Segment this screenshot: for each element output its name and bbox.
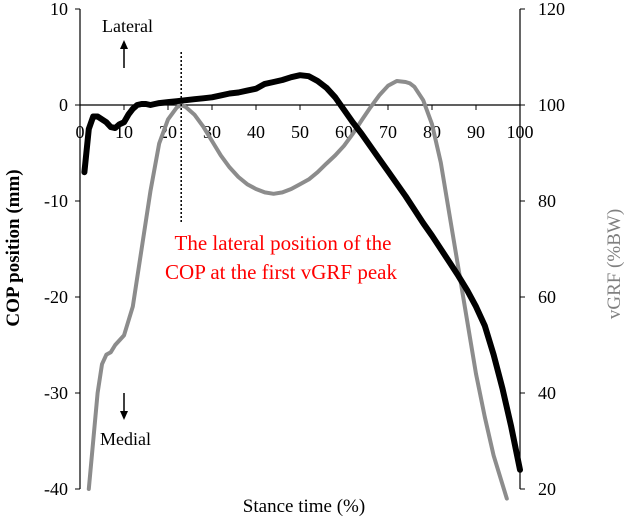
x-tick-label: 40 bbox=[247, 122, 265, 142]
x-tick-label: 0 bbox=[76, 122, 85, 142]
x-tick-label: 50 bbox=[291, 122, 309, 142]
lateral-arrow-head bbox=[120, 40, 128, 49]
right-tick-label: 40 bbox=[538, 383, 556, 403]
medial-arrow-head bbox=[120, 411, 128, 420]
y-axis-label-right: vGRF (%BW) bbox=[604, 209, 625, 319]
right-tick-label: 20 bbox=[538, 479, 556, 499]
left-tick-label: -20 bbox=[44, 287, 68, 307]
cop-series-line bbox=[81, 72, 523, 473]
x-tick-label: 100 bbox=[507, 122, 534, 142]
right-tick-label: 60 bbox=[538, 287, 556, 307]
left-tick-label: 0 bbox=[59, 95, 68, 115]
y-axis-label-left: COP position (mm) bbox=[3, 169, 24, 326]
series-layer bbox=[81, 72, 523, 501]
lateral-label: Lateral bbox=[102, 16, 153, 36]
annotation-line-2: COP at the first vGRF peak bbox=[165, 260, 397, 284]
left-tick-label: 10 bbox=[50, 0, 68, 19]
left-tick-label: -40 bbox=[44, 479, 68, 499]
vgrf-series-line bbox=[86, 79, 509, 501]
medial-label: Medial bbox=[100, 429, 151, 449]
right-tick-label: 80 bbox=[538, 191, 556, 211]
x-tick-label: 90 bbox=[467, 122, 485, 142]
left-tick-label: -30 bbox=[44, 383, 68, 403]
x-axis-label: Stance time (%) bbox=[243, 496, 365, 517]
x-tick-label: 70 bbox=[379, 122, 397, 142]
right-tick-label: 100 bbox=[538, 95, 565, 115]
right-tick-label: 120 bbox=[538, 0, 565, 19]
left-tick-label: -10 bbox=[44, 191, 68, 211]
annotation-line-1: The lateral position of the bbox=[175, 231, 392, 255]
